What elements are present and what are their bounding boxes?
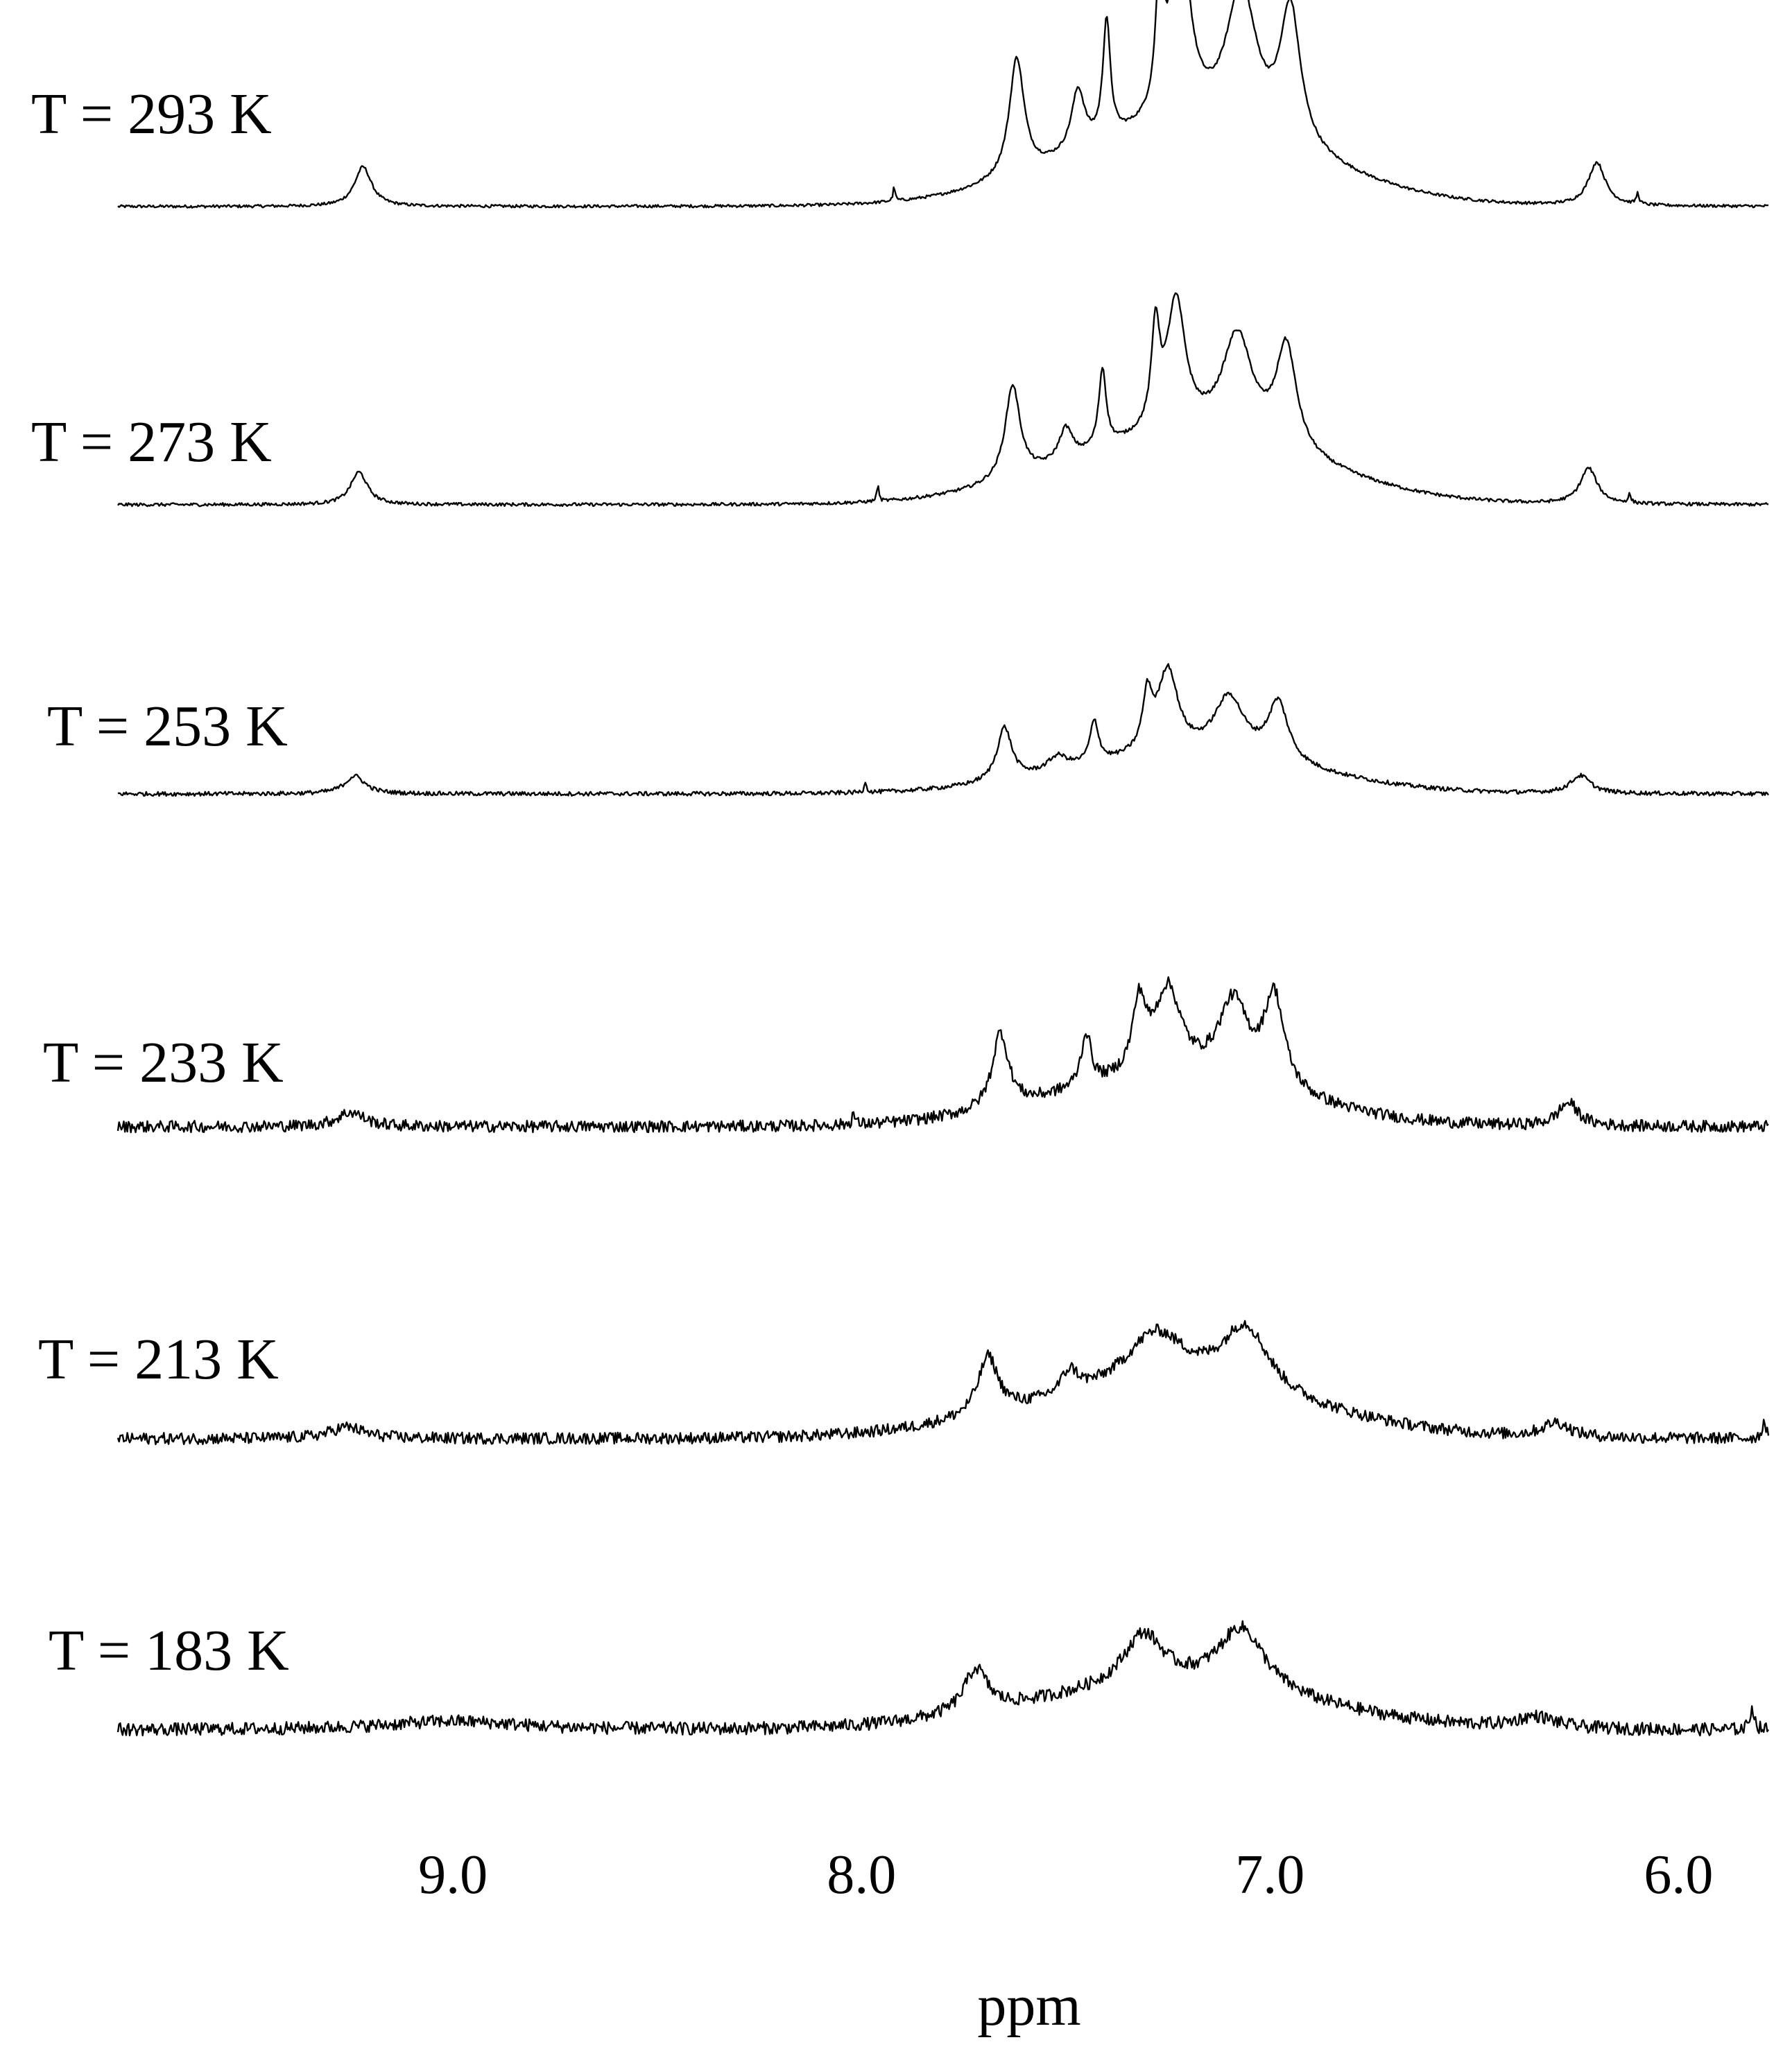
spectra-traces (117, 0, 1770, 1737)
spectrum-label-4: T = 213 K (38, 1327, 279, 1392)
spectrum-trace-2 (117, 663, 1770, 797)
spectrum-label-1: T = 273 K (31, 410, 272, 474)
spectrum-label-2: T = 253 K (47, 694, 288, 759)
x-tick-label: 6.0 (1644, 1844, 1713, 1905)
spectrum-label-5: T = 183 K (49, 1618, 289, 1683)
spectrum-trace-4 (117, 1320, 1770, 1446)
spectrum-trace-5 (117, 1620, 1770, 1737)
x-axis-label: ppm (977, 1973, 1080, 2038)
x-tick-label: 9.0 (418, 1844, 488, 1905)
spectrum-label-0: T = 293 K (31, 82, 272, 146)
spectrum-trace-3 (117, 976, 1769, 1134)
spectrum-label-3: T = 233 K (43, 1030, 284, 1095)
x-tick-labels: 9.0 8.0 7.0 6.0 (418, 1844, 1713, 1905)
spectrum-trace-0 (117, 0, 1768, 209)
spectrum-trace-1 (117, 292, 1769, 508)
spectrum-labels: T = 293 K T = 273 K T = 253 K T = 233 K T = … (31, 82, 289, 1683)
x-tick-label: 8.0 (827, 1844, 896, 1905)
x-tick-label: 7.0 (1235, 1844, 1304, 1905)
